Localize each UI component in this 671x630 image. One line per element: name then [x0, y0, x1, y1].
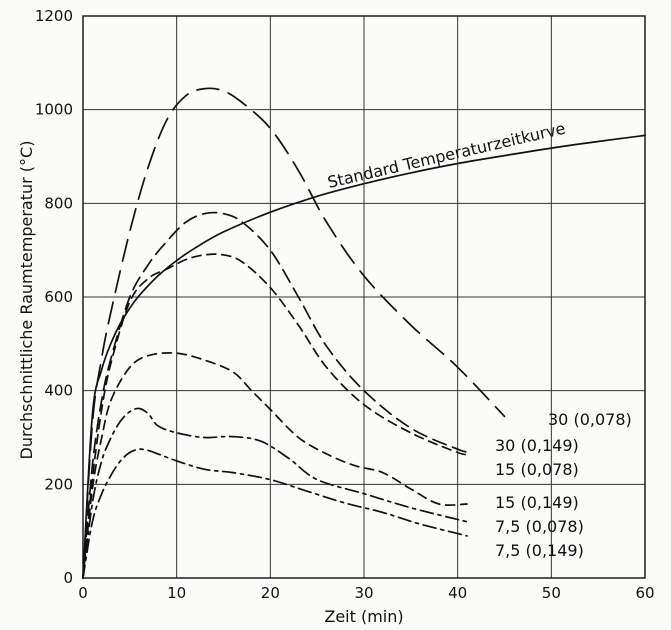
x-tick-label: 10	[167, 584, 186, 602]
series-line-3	[82, 211, 468, 579]
y-tick-label: 600	[44, 288, 73, 306]
x-tick-label: 50	[542, 584, 561, 602]
series-label: 15 (0,078)	[495, 460, 579, 479]
x-tick-label: 30	[354, 584, 373, 602]
x-tick-label: 60	[635, 584, 654, 602]
y-tick-label: 400	[44, 382, 73, 400]
series-label: 7,5 (0,149)	[495, 541, 584, 560]
plot-frame	[82, 15, 646, 579]
y-tick-label: 1200	[35, 7, 73, 25]
series-label: 30 (0,078)	[548, 410, 632, 429]
series-label: 30 (0,149)	[495, 436, 579, 455]
gridlines	[83, 16, 645, 578]
x-tick-label: 20	[261, 584, 280, 602]
series-line-7	[82, 448, 468, 579]
series-label-standard: Standard Temperaturzeitkurve	[326, 119, 568, 192]
series-line-1	[82, 134, 646, 579]
curves	[82, 87, 646, 579]
y-axis-label: Durchschnittliche Raumtemperatur (°C)	[17, 141, 36, 460]
y-tick-label: 200	[44, 475, 73, 493]
series-line-2	[82, 87, 506, 579]
series-line-6	[82, 407, 468, 579]
y-tick-label: 800	[44, 194, 73, 212]
y-tick-label: 1000	[35, 101, 73, 119]
x-tick-label: 0	[78, 584, 88, 602]
x-tick-label: 40	[448, 584, 467, 602]
series-line-4	[82, 253, 468, 579]
series-labels: Standard Temperaturzeitkurve 30 (0,078) 30…	[326, 119, 632, 560]
y-tick-label: 0	[63, 569, 73, 587]
series-line-5	[82, 352, 468, 579]
series-label: 7,5 (0,078)	[495, 517, 584, 536]
x-axis-label: Zeit (min)	[324, 607, 403, 626]
series-label: 15 (0,149)	[495, 493, 579, 512]
